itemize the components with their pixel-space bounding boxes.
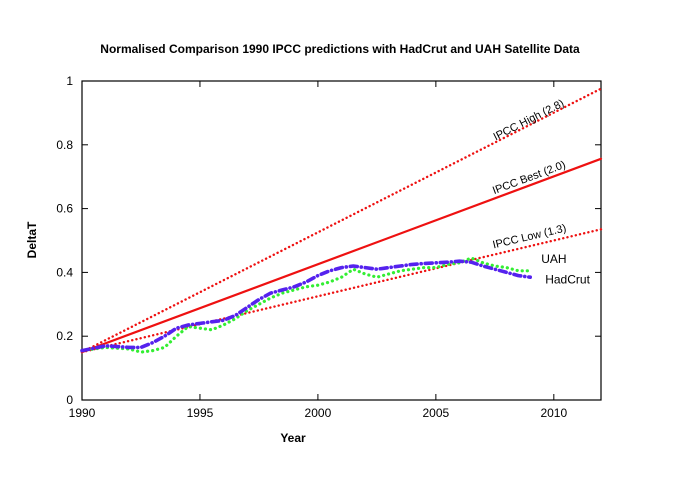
series-line-hadcrut <box>80 259 533 353</box>
annotation-ipcc-best-2-0: IPCC Best (2.0) <box>491 159 567 197</box>
x-tick-label: 1990 <box>69 406 96 420</box>
series-layer <box>80 87 603 354</box>
x-tick-label: 1995 <box>187 406 214 420</box>
series-line-ipcc-high-2-8 <box>80 87 603 354</box>
x-tick-label: 2000 <box>305 406 332 420</box>
series-line-ipcc-best-2-0 <box>80 157 603 354</box>
x-tick-label: 2005 <box>423 406 450 420</box>
x-tick-label: 2010 <box>540 406 567 420</box>
series-line-uah <box>80 256 532 354</box>
series-line-ipcc-low-1-3 <box>80 228 603 354</box>
y-tick-label: 0.8 <box>56 138 73 152</box>
legend-label-hadcrut: HadCrut <box>545 273 590 287</box>
y-tick-label: 0 <box>66 393 73 407</box>
annotation-ipcc-high-2-8: IPCC High (2.8) <box>492 97 567 143</box>
y-axis-label: DeltaT <box>25 221 39 258</box>
y-tick-label: 1 <box>66 74 73 88</box>
chart-title: Normalised Comparison 1990 IPCC predicti… <box>100 42 580 56</box>
legend: UAH HadCrut <box>541 252 590 287</box>
axis-ticks: 1990 1995 2000 2005 2010 0 0.2 0.4 0.6 0.8 1 <box>56 74 601 420</box>
y-tick-label: 0.2 <box>56 329 73 343</box>
x-axis-label: Year <box>280 431 306 445</box>
y-tick-label: 0.4 <box>56 265 73 279</box>
y-tick-label: 0.6 <box>56 202 73 216</box>
plot-area-frame <box>81 80 602 401</box>
legend-label-uah: UAH <box>541 252 566 266</box>
